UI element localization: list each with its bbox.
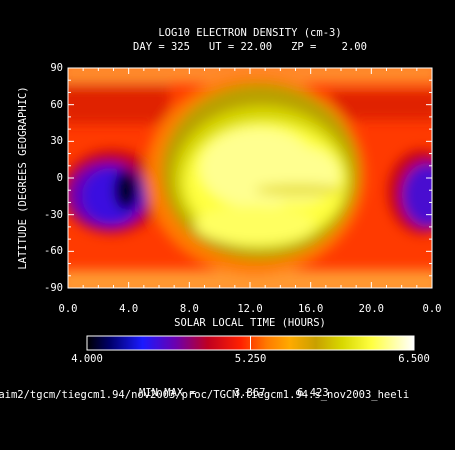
min-value: 3.867, (233, 386, 272, 399)
min-max-row: MIN,MAX = 3.867, 6.423 (0, 377, 455, 398)
min-max-label: MIN,MAX = (138, 386, 196, 399)
x-tick-label: 12.0 (237, 303, 263, 315)
x-tick-label: 16.0 (298, 303, 324, 315)
colorbar-tick-label: 4.000 (71, 353, 103, 365)
x-tick-label: 20.0 (358, 303, 384, 315)
chart-subtitle: DAY = 325 UT = 22.00 ZP = 2.00 (133, 41, 367, 53)
plot-axes (67, 67, 433, 289)
chart-title: LOG10 ELECTRON DENSITY (cm-3) (158, 27, 342, 39)
y-tick-label: -60 (44, 245, 63, 258)
y-tick-label: 30 (50, 135, 63, 148)
x-tick-label: 4.0 (119, 303, 139, 315)
source-path: /aim2/tgcm/tiegcm1.94/nov2003/proc/TGCM.… (0, 389, 410, 401)
colorbar-tick-label: 6.500 (398, 353, 430, 365)
x-tick-label: 0.0 (58, 303, 78, 315)
y-tick-label: -90 (44, 282, 63, 294)
max-value: 6.423 (297, 386, 329, 399)
y-tick-label: -30 (44, 208, 63, 221)
y-axis-label: LATITUDE (DEGREES GEOGRAPHIC) (16, 86, 29, 270)
x-tick-label: 0.0 (422, 303, 442, 315)
x-tick-label: 8.0 (179, 303, 199, 315)
heatmap-field (68, 68, 432, 288)
x-axis-label: SOLAR LOCAL TIME (HOURS) (174, 317, 326, 329)
y-tick-label: 90 (50, 62, 63, 74)
y-tick-label: 0 (56, 172, 63, 184)
colorbar (86, 335, 415, 351)
y-tick-label: 60 (50, 98, 63, 111)
colorbar-tick-label: 5.250 (234, 353, 267, 365)
